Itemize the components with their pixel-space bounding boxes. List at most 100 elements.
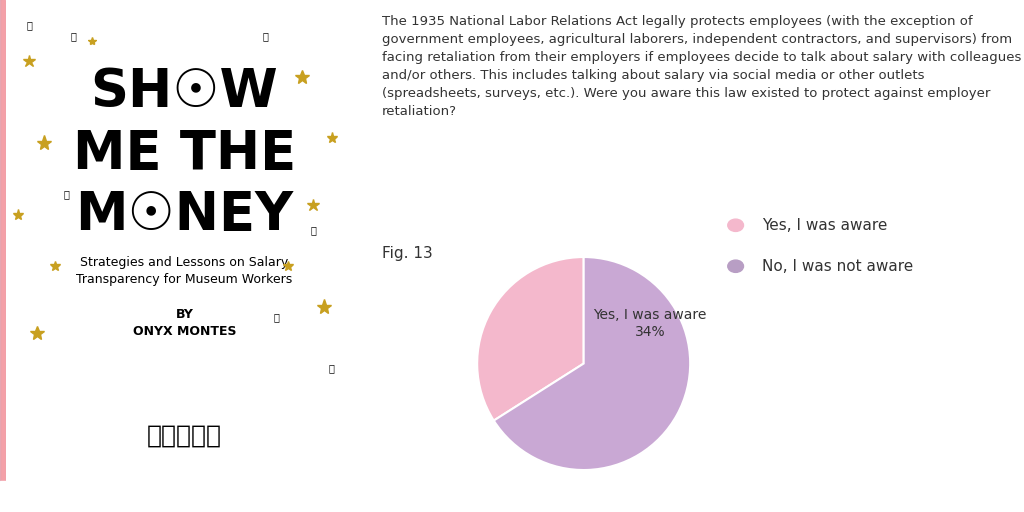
Bar [0, 0, 2, 512]
Bar [1, 0, 3, 512]
Bar [1, 0, 2, 512]
Bar [0, 0, 2, 512]
Bar [1, 0, 3, 512]
Bar [2, 0, 3, 512]
Text: SH☉W: SH☉W [90, 66, 279, 118]
Bar [0, 0, 2, 512]
Bar [1, 0, 3, 512]
Bar [1, 0, 3, 512]
Bar [2, 0, 3, 512]
Bar [1, 0, 3, 512]
Bar [1, 0, 3, 512]
Bar [1, 0, 3, 512]
Bar [1, 0, 3, 512]
Bar [0, 0, 2, 512]
Bar [0, 0, 2, 512]
Bar [1, 0, 2, 512]
Bar [1, 0, 3, 512]
Bar [0, 0, 2, 512]
Bar [2, 0, 3, 512]
Bar [0, 0, 2, 512]
Bar [0, 0, 2, 512]
Bar [0, 0, 2, 512]
Bar [0, 0, 2, 512]
Bar [1, 0, 3, 512]
Bar [1, 0, 3, 512]
Bar [1, 0, 3, 512]
Text: Strategies and Lessons on Salary
Transparency for Museum Workers: Strategies and Lessons on Salary Transpa… [76, 257, 293, 286]
Bar [1, 0, 3, 512]
Bar [1, 0, 3, 512]
Text: ME THE: ME THE [73, 127, 296, 180]
Bar [0, 0, 2, 512]
Bar [2, 0, 3, 512]
Bar [1, 0, 3, 512]
Bar [0, 0, 2, 512]
Text: 👁: 👁 [329, 364, 335, 374]
Bar [0, 0, 2, 512]
Bar [1, 0, 3, 512]
Bar [1, 0, 3, 512]
Bar [1, 0, 2, 512]
Bar [1, 0, 3, 512]
Bar [0, 0, 2, 512]
Bar [0, 0, 2, 512]
Bar [0, 0, 2, 512]
Bar [0, 0, 2, 512]
Bar [1, 0, 3, 512]
Bar [1, 0, 3, 512]
Bar [2, 0, 3, 512]
Bar [0, 0, 2, 512]
Bar [1, 0, 3, 512]
Bar [1, 0, 3, 512]
Bar [1, 0, 3, 512]
Text: Yes, I was aware
34%: Yes, I was aware 34% [594, 309, 707, 338]
Bar [1, 0, 3, 512]
Bar [0, 0, 2, 512]
Bar [1, 0, 3, 512]
Bar [1, 0, 2, 512]
Bar [1, 0, 3, 512]
Text: 💵💵💵💵💵: 💵💵💵💵💵 [146, 423, 222, 447]
Bar [0, 0, 2, 512]
Bar [2, 0, 4, 512]
Bar [0, 0, 2, 512]
Bar [2, 0, 3, 512]
Bar [1, 0, 3, 512]
Bar [0, 0, 2, 512]
Bar [2, 0, 4, 512]
Bar [0, 0, 2, 512]
Bar [1, 0, 3, 512]
Bar [0, 0, 2, 512]
Bar [0, 0, 2, 512]
Bar [2, 0, 3, 512]
Bar [0, 0, 2, 512]
Bar [0, 0, 2, 512]
Bar [2, 0, 4, 512]
Bar [1, 0, 2, 512]
Bar [0, 0, 2, 512]
Text: 👁: 👁 [27, 20, 33, 31]
Bar [1, 0, 3, 512]
Bar [0, 0, 2, 512]
Bar [0, 0, 2, 512]
Bar [1, 0, 3, 512]
Bar [1, 0, 2, 512]
Bar [1, 0, 3, 512]
Bar [0, 0, 2, 512]
Text: 👁: 👁 [310, 225, 316, 236]
Wedge shape [494, 257, 690, 470]
Bar [1, 0, 3, 512]
Bar [1, 0, 3, 512]
Bar [1, 0, 3, 512]
Bar [1, 0, 3, 512]
Bar [0, 0, 2, 512]
Bar [0, 0, 2, 512]
Bar [1, 0, 3, 512]
Bar [1, 0, 2, 512]
Bar [1, 0, 3, 512]
Bar [2, 0, 3, 512]
Bar [1, 0, 3, 512]
Text: 👁: 👁 [262, 31, 268, 41]
Bar [0, 0, 2, 512]
